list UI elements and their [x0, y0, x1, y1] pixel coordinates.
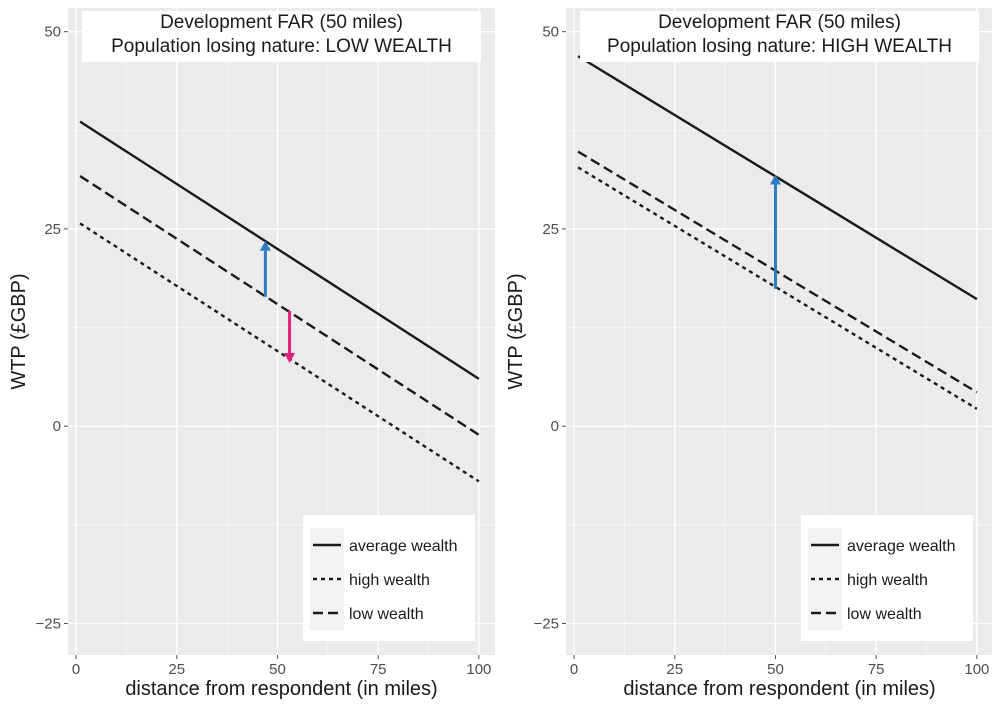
y-tick-label: −25 [36, 615, 61, 632]
title-box [82, 11, 481, 62]
chart-subtitle: Population losing nature: HIGH WEALTH [607, 36, 952, 57]
chart-panel-1: 0 25 50 75 100 −25 0 25 50 Development FAR (50 mi… [8, 8, 495, 700]
x-tick-label: 100 [964, 661, 989, 678]
y-tick-label: 50 [542, 24, 559, 41]
y-axis-title: WTP (£GBP) [8, 273, 30, 389]
arrow-head [284, 353, 296, 364]
legend: average wealth high wealth low wealth [801, 515, 973, 641]
y-tick-label: 25 [542, 221, 559, 238]
series-line-high-wealth [577, 166, 978, 410]
y-axis-title: WTP (£GBP) [505, 273, 527, 389]
x-tick-label: 75 [868, 661, 885, 678]
annotation-arrow-2 [284, 310, 296, 364]
series-line-low-wealth [79, 175, 480, 436]
arrow-head [769, 174, 781, 185]
x-tick-label: 0 [72, 661, 80, 678]
legend: average wealth high wealth low wealth [303, 515, 475, 641]
x-tick-label: 0 [570, 661, 578, 678]
title-box [580, 11, 979, 62]
x-tick-label: 50 [269, 661, 286, 678]
chart-title: Development FAR (50 miles) [160, 12, 403, 33]
y-tick-label: 0 [53, 418, 61, 435]
annotation-arrow-1 [769, 174, 781, 289]
chart-subtitle: Population losing nature: LOW WEALTH [111, 36, 452, 57]
legend-label: high wealth [349, 572, 430, 589]
annotation-arrow-1 [259, 240, 271, 297]
chart-title: Development FAR (50 miles) [658, 12, 901, 33]
y-tick-label: 0 [551, 418, 559, 435]
arrow-head [259, 240, 271, 251]
x-axis-title: distance from respondent (in miles) [623, 678, 935, 700]
y-tick-label: 25 [44, 221, 61, 238]
legend-label: high wealth [847, 572, 928, 589]
x-tick-label: 25 [168, 661, 185, 678]
legend-label: average wealth [349, 538, 458, 555]
series-line-average-wealth [577, 55, 978, 301]
x-axis-title: distance from respondent (in miles) [125, 678, 437, 700]
series-line-average-wealth [79, 120, 480, 380]
x-tick-label: 50 [767, 661, 784, 678]
legend-label: low wealth [349, 606, 424, 623]
chart-panel-2: 0 25 50 75 100 −25 0 25 50 Development FAR (50 mi… [505, 8, 992, 700]
legend-label: low wealth [847, 606, 922, 623]
x-tick-label: 25 [666, 661, 683, 678]
x-tick-label: 100 [466, 661, 491, 678]
x-tick-label: 75 [370, 661, 387, 678]
y-tick-label: −25 [534, 615, 559, 632]
legend-label: average wealth [847, 538, 956, 555]
series-line-high-wealth [79, 222, 480, 483]
y-tick-label: 50 [44, 24, 61, 41]
series-line-low-wealth [577, 150, 978, 394]
